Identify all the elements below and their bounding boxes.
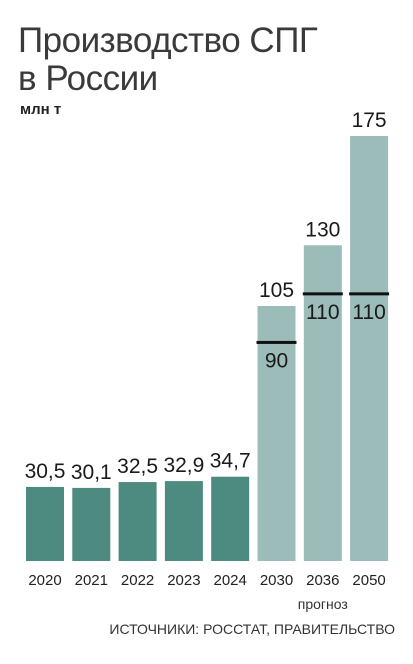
bar-2050	[350, 136, 389, 561]
x-tick-2030: 2030	[260, 572, 293, 589]
value-label-2024: 34,7	[210, 450, 251, 473]
marker-line-2030	[256, 340, 297, 344]
bar-2020	[26, 486, 64, 561]
forecast-caption: прогноз	[298, 596, 348, 612]
x-tick-2020: 2020	[28, 572, 61, 589]
value-label-2023: 32,9	[163, 454, 204, 477]
marker-line-2036	[302, 292, 343, 296]
value-label-2021: 30,1	[71, 461, 112, 484]
x-tick-2050: 2050	[352, 572, 385, 589]
bar-2023	[164, 481, 203, 561]
bar-2036	[303, 245, 342, 562]
value-label-2036: 130	[305, 218, 340, 241]
bar-2022	[118, 482, 157, 561]
x-tick-2036: 2036	[306, 572, 339, 589]
bar-2024	[211, 476, 250, 561]
value-label-2050: 175	[352, 109, 387, 132]
source-note: ИСТОЧНИКИ: РОССТАТ, ПРАВИТЕЛЬСТВО	[109, 621, 395, 637]
value-label-2020: 30,5	[25, 460, 66, 483]
marker-line-2050	[349, 292, 390, 296]
secondary-label-2036: 110	[306, 301, 339, 324]
x-tick-2021: 2021	[75, 572, 108, 589]
bar-2030	[257, 306, 296, 561]
chart-title: Производство СПГ в России	[18, 21, 318, 98]
x-tick-2023: 2023	[167, 572, 200, 589]
title-line-2: в России	[18, 59, 158, 98]
value-label-2030: 105	[259, 279, 294, 302]
secondary-label-2030: 90	[265, 349, 288, 372]
x-tick-2024: 2024	[214, 572, 247, 589]
secondary-label-2050: 110	[352, 301, 385, 324]
unit-label: млн т	[20, 101, 62, 118]
x-tick-2022: 2022	[121, 572, 154, 589]
bar-2021	[72, 487, 111, 561]
title-line-1: Производство СПГ	[18, 21, 318, 60]
value-label-2022: 32,5	[117, 455, 158, 478]
